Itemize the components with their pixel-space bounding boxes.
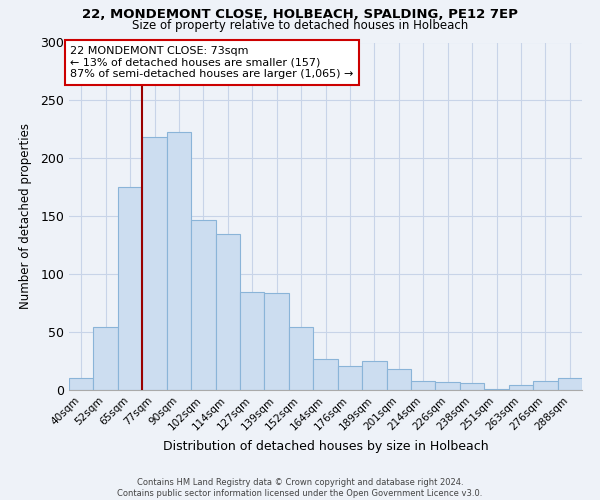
X-axis label: Distribution of detached houses by size in Holbeach: Distribution of detached houses by size …	[163, 440, 488, 453]
Bar	[362, 361, 386, 390]
Bar	[386, 369, 411, 390]
Text: 22, MONDEMONT CLOSE, HOLBEACH, SPALDING, PE12 7EP: 22, MONDEMONT CLOSE, HOLBEACH, SPALDING,…	[82, 8, 518, 20]
Bar	[313, 358, 338, 390]
Bar	[240, 292, 265, 390]
Bar	[436, 382, 460, 390]
Bar	[94, 328, 118, 390]
Y-axis label: Number of detached properties: Number of detached properties	[19, 123, 32, 309]
Bar	[289, 328, 313, 390]
Bar	[484, 389, 509, 390]
Bar	[509, 386, 533, 390]
Bar	[533, 380, 557, 390]
Bar	[69, 378, 94, 390]
Bar	[191, 220, 215, 390]
Bar	[118, 188, 142, 390]
Bar	[411, 380, 436, 390]
Bar	[167, 132, 191, 390]
Bar	[142, 138, 167, 390]
Bar	[265, 292, 289, 390]
Bar	[557, 378, 582, 390]
Bar	[215, 234, 240, 390]
Text: Contains HM Land Registry data © Crown copyright and database right 2024.
Contai: Contains HM Land Registry data © Crown c…	[118, 478, 482, 498]
Bar	[460, 383, 484, 390]
Bar	[338, 366, 362, 390]
Text: Size of property relative to detached houses in Holbeach: Size of property relative to detached ho…	[132, 19, 468, 32]
Text: 22 MONDEMONT CLOSE: 73sqm
← 13% of detached houses are smaller (157)
87% of semi: 22 MONDEMONT CLOSE: 73sqm ← 13% of detac…	[70, 46, 353, 79]
